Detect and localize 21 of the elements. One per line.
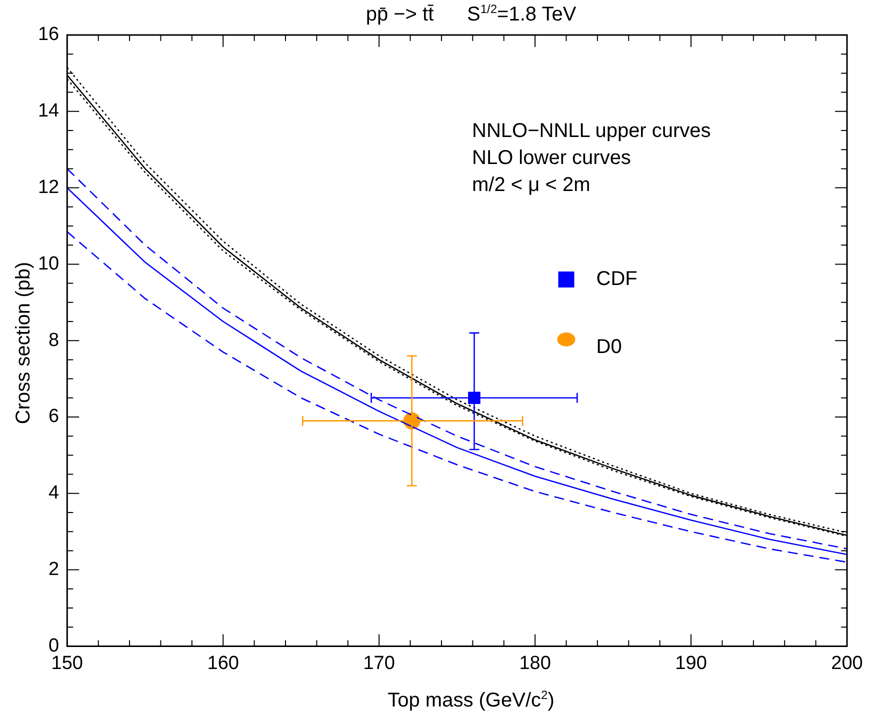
y-axis-title: Cross section (pb) bbox=[12, 262, 36, 424]
y-tick-label: 4 bbox=[48, 482, 60, 504]
y-tick-label: 8 bbox=[48, 330, 60, 351]
y-tick-label: 16 bbox=[38, 24, 60, 46]
x-tick-label: 190 bbox=[675, 652, 707, 674]
annotation: m/2 < μ < 2m bbox=[472, 173, 592, 198]
x-tick-label: 170 bbox=[363, 652, 395, 674]
x-tick-label: 180 bbox=[519, 652, 551, 674]
chart-title: pp̄ −> tt̄ S$^{1/2}$=1.8 TeV bbox=[364, 2, 578, 27]
annotation: NLO lower curves bbox=[472, 146, 632, 171]
y-tick-label: 14 bbox=[38, 100, 60, 122]
x-axis-title: Top mass (GeV/c$^{2}$) bbox=[386, 688, 556, 713]
x-tick-label: 160 bbox=[207, 652, 239, 674]
legend-label: CDF bbox=[596, 268, 638, 290]
y-tick-label: 10 bbox=[38, 253, 60, 274]
legend-label: D0 bbox=[596, 336, 622, 358]
y-tick-label: 12 bbox=[38, 177, 60, 198]
y-tick-label: 6 bbox=[48, 406, 60, 428]
annotation: NNLO−NNLL upper curves bbox=[472, 119, 711, 144]
y-tick-label: 2 bbox=[48, 559, 60, 580]
x-tick-label: 200 bbox=[831, 652, 863, 674]
